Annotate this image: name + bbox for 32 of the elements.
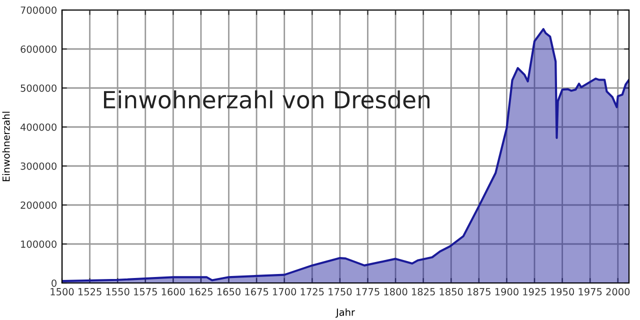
y-tick-label: 600000 <box>20 45 56 53</box>
x-tick-label: 1975 <box>578 288 602 296</box>
x-tick-label: 1775 <box>356 288 380 296</box>
x-tick-label: 1900 <box>495 288 518 296</box>
y-tick-label: 0 <box>52 279 56 287</box>
y-tick-label: 200000 <box>20 201 56 209</box>
x-tick-label: 1750 <box>328 288 352 296</box>
y-axis-title: Einwohnerzahl <box>2 112 10 182</box>
x-tick-label: 1700 <box>273 288 296 296</box>
y-tick-label: 700000 <box>20 6 56 14</box>
x-axis-title: Jahr <box>336 308 355 318</box>
y-tick-label: 500000 <box>20 84 56 92</box>
x-tick-label: 1650 <box>217 288 240 296</box>
x-tick-label: 1675 <box>245 288 268 296</box>
x-tick-label: 1600 <box>162 288 185 296</box>
x-tick-label: 1875 <box>468 288 490 296</box>
x-tick-label: 1525 <box>78 288 102 296</box>
y-tick-label: 400000 <box>20 123 56 131</box>
x-tick-label: 1825 <box>412 288 435 296</box>
x-tick-label: 1925 <box>523 288 546 296</box>
x-tick-label: 1500 <box>50 288 74 296</box>
y-tick-label: 300000 <box>20 162 56 170</box>
x-tick-label: 1725 <box>300 288 324 296</box>
x-tick-label: 1800 <box>384 288 408 296</box>
x-tick-label: 1575 <box>134 288 157 296</box>
x-tick-label: 1950 <box>550 288 574 296</box>
x-tick-label: 1550 <box>106 288 130 296</box>
x-tick-label: 1625 <box>190 288 212 296</box>
x-tick-label: 1850 <box>440 288 463 296</box>
text: Einwohnerzahl von Dresden <box>104 90 430 109</box>
x-tick-label: 2000 <box>606 288 630 296</box>
y-tick-label: 100000 <box>21 240 56 248</box>
